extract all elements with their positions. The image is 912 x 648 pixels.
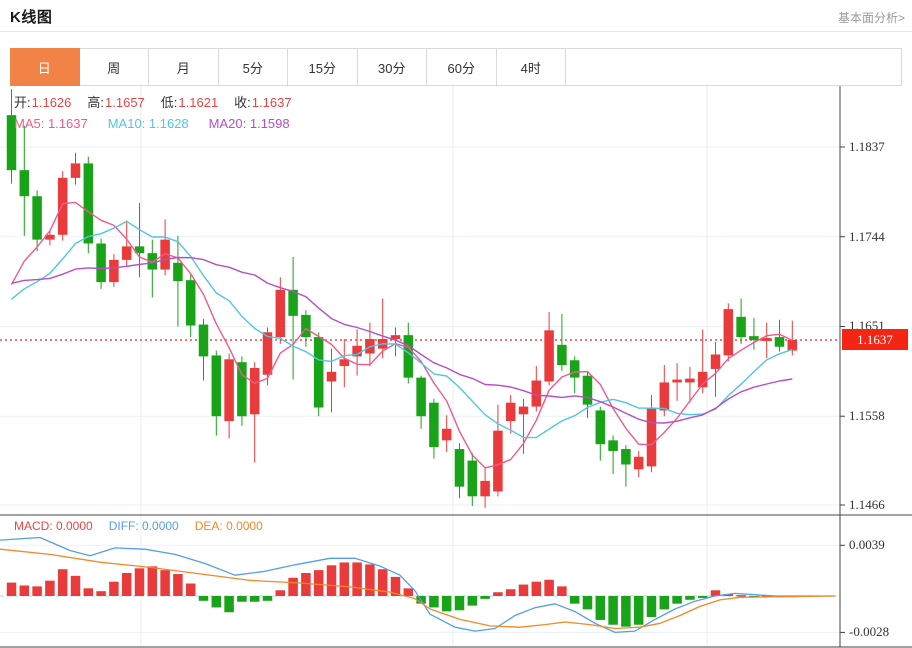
fundamental-analysis-link[interactable]: 基本面分析> (837, 11, 905, 25)
macd-macd-value: MACD: 0.0000 (14, 519, 93, 533)
period-tab-bar: 日周月 5分 15分 30分 60分 4时 (10, 48, 902, 86)
ma-ma5-value: MA5: 1.1637 (14, 116, 88, 131)
ohlc-low-value: 1.1621 (178, 95, 219, 110)
page-header: K线图 基本面分析> (0, 0, 912, 32)
axis-tick-label: 1.1837 (849, 139, 885, 154)
axis-tick-label: 0.0039 (849, 537, 885, 553)
axis-tick-label: 1.1466 (849, 497, 885, 512)
axis-tick-label: 1.1558 (849, 408, 885, 424)
macd-diff-value: DIFF: 0.0000 (108, 519, 179, 533)
ohlc-readout: 开: 1.1626 高: 1.1657 低: 1.1621 收: 1.1637 (14, 95, 292, 110)
ohlc-close: 收: 1.1637 (234, 95, 291, 110)
ohlc-high-label: 高: (87, 95, 105, 110)
ohlc-low: 低: 1.1621 (161, 95, 218, 110)
ohlc-high: 高: 1.1657 (87, 95, 144, 110)
macd-dea-value: DEA: 0.0000 (194, 519, 263, 533)
ohlc-close-value: 1.1637 (251, 95, 292, 110)
tab-month[interactable]: 月 (149, 49, 219, 85)
ma-readout: MA5: 1.1637 MA10: 1.1628 MA20: 1.1598 (14, 116, 290, 131)
tab-4hour[interactable]: 4时 (496, 49, 566, 85)
tab-30min[interactable]: 30分 (357, 49, 427, 85)
axis-tick-label: -0.0028 (849, 624, 890, 640)
tab-week[interactable]: 周 (79, 49, 149, 85)
ohlc-low-label: 低: (160, 95, 178, 110)
current-price-badge: 1.1637 (842, 329, 908, 351)
ohlc-open-value: 1.1626 (31, 95, 72, 110)
ohlc-open-label: 开: (14, 95, 31, 110)
page-title: K线图 (10, 9, 53, 26)
ohlc-high-value: 1.1657 (105, 95, 145, 110)
axis-tick-label: 1.1744 (849, 228, 885, 244)
macd-readout: MACD: 0.0000 DIFF: 0.0000 DEA: 0.0000 (14, 519, 263, 533)
ma-ma10-value: MA10: 1.1628 (107, 116, 189, 131)
tab-15min[interactable]: 15分 (288, 49, 358, 85)
tab-day[interactable]: 日 (10, 48, 80, 86)
tab-5min[interactable]: 5分 (218, 49, 288, 85)
tab-60min[interactable]: 60分 (427, 49, 497, 85)
ohlc-close-label: 收: (234, 95, 251, 110)
ohlc-open: 开: 1.1626 (14, 95, 71, 110)
ma-ma20-value: MA20: 1.1598 (208, 116, 290, 131)
